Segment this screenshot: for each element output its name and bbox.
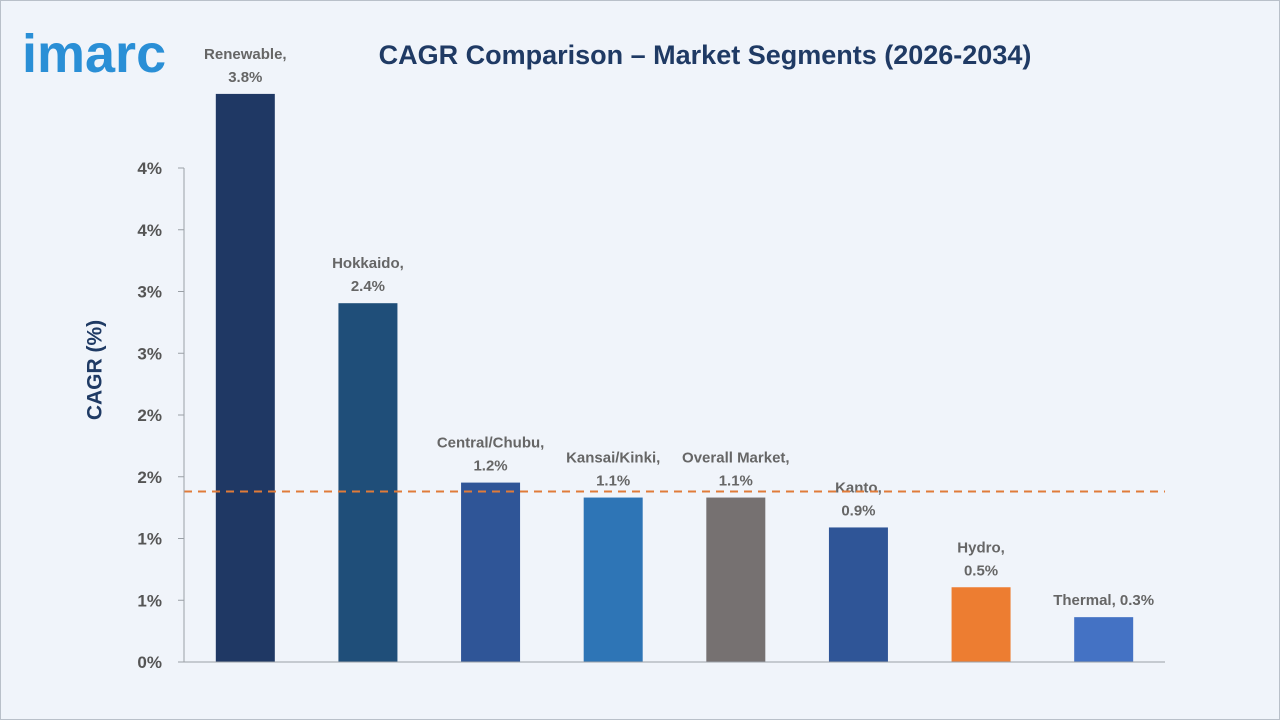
data-label: 1.1% [719,473,753,490]
y-tick-label: 2% [137,406,162,425]
data-label: 1.2% [473,458,507,475]
data-label: 1.1% [596,473,630,490]
data-label: Thermal, 0.3% [1053,592,1154,609]
data-label: 2.4% [351,278,385,295]
y-tick-label: 4% [137,159,162,178]
imarc-logo: imarc [22,24,166,84]
bar-hydro [951,587,1011,662]
data-label: Hokkaido, [332,255,404,272]
logo-text: imarc [22,24,166,84]
y-tick-label: 3% [137,283,162,302]
bar-renewable [215,93,275,662]
y-tick-label: 2% [137,468,162,487]
data-label: Overall Market, [682,450,790,467]
y-tick-label: 1% [137,530,162,549]
data-label: Kansai/Kinki, [566,450,660,467]
bar-kanto [828,527,888,662]
bar-thermal [1074,617,1134,662]
bar-kansai-kinki [583,497,643,662]
chart-title: CAGR Comparison – Market Segments (2026-… [378,40,1032,70]
y-axis-ticks: 0% 1% 1% 2% 2% 3% 3% 4% 4% [137,159,184,672]
y-tick-label: 3% [137,344,162,363]
y-tick-label: 0% [137,653,162,672]
bars [215,93,1134,662]
data-label: 0.9% [841,502,875,519]
data-label: Kanto, [835,479,882,496]
data-label: 0.5% [964,562,998,579]
bar-hokkaido [338,303,398,662]
data-label: Renewable, [204,46,287,63]
data-label: Central/Chubu, [437,435,545,452]
y-axis-label: CAGR (%) [84,320,107,420]
data-label: 3.8% [228,69,262,86]
y-tick-label: 1% [137,591,162,610]
y-tick-label: 4% [137,221,162,240]
bar-overall-market [706,497,766,662]
data-label: Hydro, [957,539,1005,556]
bar-central-chubu [461,482,521,662]
